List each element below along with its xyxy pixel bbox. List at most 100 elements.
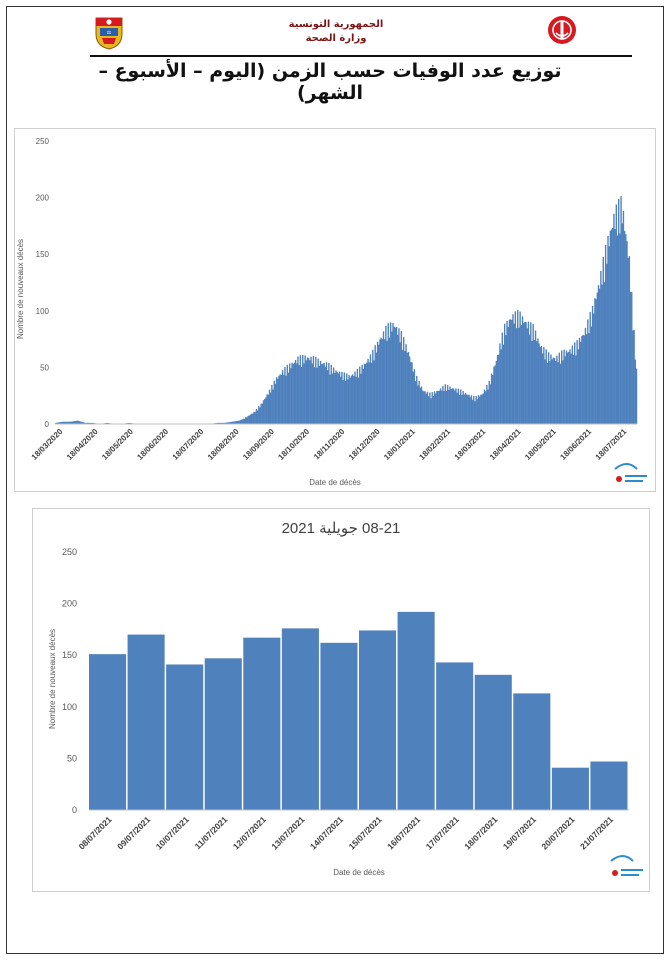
chart1-bar — [593, 313, 595, 424]
chart1-bar — [416, 375, 418, 424]
chart1-bar — [502, 344, 505, 424]
chart2-bar — [474, 674, 512, 810]
chart2-x-axis-label: Date de décès — [333, 868, 385, 877]
chart1-bar — [309, 360, 311, 424]
daily-deaths-chart: 0 50 100 150 200 250 18/03/2020 18/04/2020 18/0… — [14, 128, 656, 492]
chart1-bar — [216, 422, 218, 424]
chart1-bar — [317, 358, 319, 424]
chart1-bar — [379, 339, 381, 424]
chart1-bar — [69, 421, 71, 424]
chart1-bar — [587, 319, 589, 424]
chart1-bar — [387, 323, 389, 424]
chart1-bar — [629, 291, 632, 424]
chart1-bar — [507, 327, 509, 424]
chart1-bar — [519, 311, 521, 424]
chart1-bar — [296, 363, 298, 424]
chart1-bar — [363, 363, 366, 424]
chart2-x-tick-label: 14/07/2021 — [308, 814, 345, 851]
chart1-bar — [621, 223, 623, 424]
chart2-y-tick-label: 100 — [62, 702, 77, 712]
chart1-bar — [285, 375, 287, 424]
chart1-y-tick-label: 100 — [36, 307, 50, 316]
chart1-bar — [395, 326, 398, 424]
chart1-x-tick-label: 18/02/2021 — [417, 427, 452, 462]
tunisia-coat-of-arms-logo: ⚖ — [95, 17, 123, 50]
chart1-bar — [553, 358, 556, 424]
chart1-bar — [444, 384, 446, 424]
chart1-bar — [422, 390, 424, 424]
chart1-bar — [353, 375, 355, 424]
chart1-bar — [569, 349, 571, 424]
chart1-bar — [272, 389, 274, 424]
chart1-bar — [479, 396, 481, 424]
chart1-bar — [399, 342, 401, 424]
chart1-bar — [392, 322, 394, 424]
chart1-bar — [443, 390, 445, 424]
chart1-bar — [365, 363, 367, 424]
chart1-bar — [75, 420, 77, 424]
chart1-bar — [335, 370, 337, 424]
chart1-bar — [245, 417, 247, 424]
chart1-bar — [522, 323, 525, 424]
chart1-bar — [609, 230, 612, 424]
chart1-bar — [332, 367, 335, 424]
chart1-bar — [85, 422, 88, 424]
chart1-bar — [230, 421, 233, 424]
chart1-bar — [354, 371, 356, 424]
chart1-bar — [514, 311, 517, 424]
chart2-bar — [243, 637, 281, 810]
chart1-bar — [255, 408, 258, 424]
chart1-bar — [241, 419, 243, 424]
chart1-x-tick-label: 18/09/2020 — [241, 427, 276, 462]
chart1-bar — [463, 394, 465, 424]
chart1-bar — [435, 393, 437, 424]
chart1-bar — [262, 400, 265, 424]
chart1-bar — [70, 421, 72, 424]
health-ministry-logo — [548, 16, 576, 44]
chart1-bar — [423, 391, 425, 424]
chart1-bar — [477, 395, 480, 424]
chart1-bar — [432, 395, 435, 424]
chart1-bar — [338, 371, 341, 424]
chart1-bar — [471, 399, 474, 424]
chart1-bar — [505, 335, 507, 424]
chart1-watermark-logo — [614, 463, 647, 482]
chart1-bar — [342, 380, 344, 424]
chart1-bar — [494, 365, 496, 424]
chart1-x-tick-label: 18/08/2020 — [206, 427, 241, 462]
chart1-bar — [77, 420, 79, 424]
chart1-bar — [310, 356, 312, 424]
chart1-bar — [628, 256, 631, 424]
chart1-bar — [566, 352, 569, 424]
chart1-bar — [83, 422, 85, 424]
chart1-bar — [397, 334, 399, 424]
chart1-bar — [283, 374, 285, 424]
chart1-bar — [438, 390, 441, 424]
chart1-bar — [63, 421, 65, 424]
chart1-bar — [540, 345, 543, 424]
chart1-bar — [433, 391, 436, 424]
chart1-x-tick-label: 18/10/2020 — [276, 427, 311, 462]
chart1-bar — [492, 375, 494, 424]
chart2-x-tick-label: 17/07/2021 — [424, 814, 461, 851]
chart1-bar — [508, 319, 511, 424]
chart1-bar — [488, 380, 490, 424]
chart1-bar — [533, 340, 536, 424]
chart1-bar — [312, 356, 315, 424]
chart1-bar — [235, 421, 237, 424]
chart1-bar — [577, 349, 579, 424]
chart1-bar — [307, 358, 310, 424]
chart1-bar — [424, 391, 426, 424]
chart1-bar — [489, 384, 492, 424]
chart1-bar — [253, 411, 255, 424]
chart1-y-axis-label: Nombre de nouveaux décès — [16, 239, 25, 339]
chart1-bar — [600, 270, 602, 424]
chart1-bar — [252, 413, 254, 424]
chart1-bar — [297, 356, 299, 424]
chart2-bar — [551, 767, 589, 810]
chart1-y-ticks: 0 50 100 150 200 250 — [36, 137, 50, 429]
chart1-bar — [71, 421, 74, 424]
chart1-bar — [429, 392, 431, 424]
chart2-y-tick-label: 150 — [62, 650, 77, 660]
chart1-bar — [603, 282, 606, 424]
